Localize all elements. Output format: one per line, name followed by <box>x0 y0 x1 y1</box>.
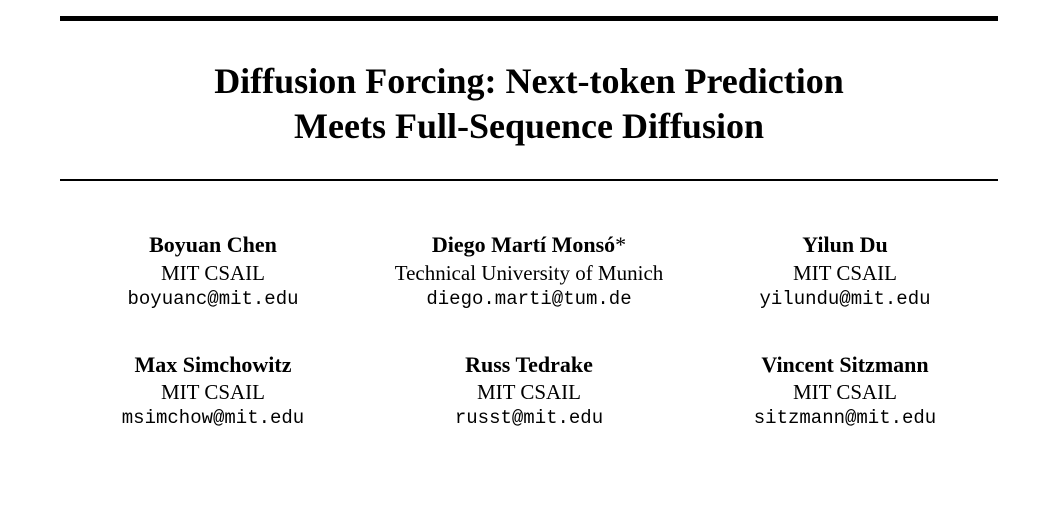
title-line-2: Meets Full-Sequence Diffusion <box>60 104 998 149</box>
author-block: Max Simchowitz MIT CSAIL msimchow@mit.ed… <box>122 351 304 433</box>
author-name: Diego Martí Monsó* <box>395 231 664 260</box>
author-affiliation: Technical University of Munich <box>395 260 664 287</box>
author-name-text: Yilun Du <box>802 232 887 257</box>
author-name-text: Max Simchowitz <box>134 352 291 377</box>
author-block: Russ Tedrake MIT CSAIL russt@mit.edu <box>455 351 603 433</box>
paper-header: Diffusion Forcing: Next-token Prediction… <box>0 16 1058 432</box>
author-email: boyuanc@mit.edu <box>127 287 298 313</box>
author-block: Diego Martí Monsó* Technical University … <box>395 231 664 313</box>
mid-rule <box>60 179 998 181</box>
author-name: Max Simchowitz <box>122 351 304 380</box>
author-email: yilundu@mit.edu <box>759 287 930 313</box>
author-affiliation: MIT CSAIL <box>759 260 930 287</box>
title-line-1: Diffusion Forcing: Next-token Prediction <box>60 59 998 104</box>
title-block: Diffusion Forcing: Next-token Prediction… <box>60 21 998 179</box>
author-email: sitzmann@mit.edu <box>754 406 936 432</box>
author-email: russt@mit.edu <box>455 406 603 432</box>
author-name-text: Boyuan Chen <box>149 232 277 257</box>
author-name-text: Russ Tedrake <box>465 352 593 377</box>
author-name: Yilun Du <box>759 231 930 260</box>
author-affiliation: MIT CSAIL <box>754 379 936 406</box>
author-block: Yilun Du MIT CSAIL yilundu@mit.edu <box>759 231 930 313</box>
author-email: msimchow@mit.edu <box>122 406 304 432</box>
author-name: Russ Tedrake <box>455 351 603 380</box>
author-affiliation: MIT CSAIL <box>455 379 603 406</box>
authors-grid: Boyuan Chen MIT CSAIL boyuanc@mit.edu Di… <box>60 231 998 432</box>
author-name-text: Vincent Sitzmann <box>761 352 928 377</box>
author-name: Boyuan Chen <box>127 231 298 260</box>
author-affiliation: MIT CSAIL <box>127 260 298 287</box>
author-name: Vincent Sitzmann <box>754 351 936 380</box>
author-name-text: Diego Martí Monsó <box>432 232 615 257</box>
author-block: Vincent Sitzmann MIT CSAIL sitzmann@mit.… <box>754 351 936 433</box>
author-email: diego.marti@tum.de <box>395 287 664 313</box>
author-affiliation: MIT CSAIL <box>122 379 304 406</box>
author-block: Boyuan Chen MIT CSAIL boyuanc@mit.edu <box>127 231 298 313</box>
author-asterisk: * <box>615 232 626 257</box>
